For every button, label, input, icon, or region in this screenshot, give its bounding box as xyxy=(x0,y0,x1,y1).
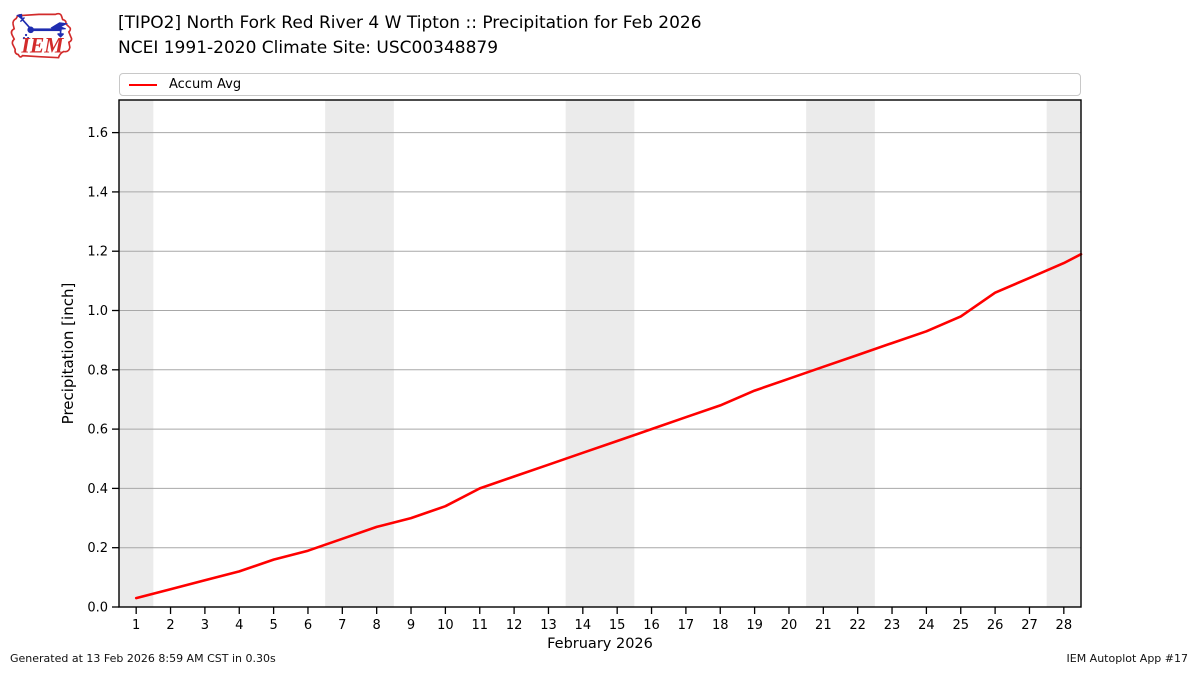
x-tick-label: 20 xyxy=(781,618,798,633)
x-tick-label: 17 xyxy=(678,618,695,633)
chart-title: [TIPO2] North Fork Red River 4 W Tipton … xyxy=(118,13,702,33)
x-tick-label: 3 xyxy=(201,618,209,633)
x-tick-label: 25 xyxy=(952,618,969,633)
x-tick-label: 10 xyxy=(437,618,454,633)
legend: Accum Avg xyxy=(119,73,1081,96)
x-tick-label: 11 xyxy=(471,618,488,633)
x-tick-label: 7 xyxy=(338,618,346,633)
generated-timestamp: Generated at 13 Feb 2026 8:59 AM CST in … xyxy=(10,652,276,665)
y-tick-label: 1.2 xyxy=(87,245,108,260)
x-tick-label: 16 xyxy=(643,618,660,633)
weekend-band xyxy=(565,100,635,607)
x-tick-label: 24 xyxy=(918,618,935,633)
x-tick-label: 8 xyxy=(373,618,381,633)
x-axis-label: February 2026 xyxy=(547,636,653,652)
weekend-band xyxy=(119,100,154,607)
iem-logo-text: IEM xyxy=(20,34,64,58)
x-tick-label: 27 xyxy=(1021,618,1038,633)
x-tick-label: 13 xyxy=(540,618,557,633)
x-tick-label: 5 xyxy=(269,618,277,633)
y-axis-label: Precipitation [inch] xyxy=(59,283,77,425)
legend-line-swatch xyxy=(129,83,157,86)
chart-title-block: [TIPO2] North Fork Red River 4 W Tipton … xyxy=(118,11,702,61)
x-tick-label: 4 xyxy=(235,618,243,633)
x-tick-label: 9 xyxy=(407,618,415,633)
x-tick-label: 23 xyxy=(884,618,901,633)
x-tick-label: 28 xyxy=(1056,618,1073,633)
y-tick-label: 0.0 xyxy=(87,601,108,616)
x-tick-label: 12 xyxy=(506,618,523,633)
legend-item-accum-avg: Accum Avg xyxy=(169,77,242,92)
y-tick-label: 1.4 xyxy=(87,185,108,200)
x-tick-label: 1 xyxy=(132,618,140,633)
y-tick-label: 0.4 xyxy=(87,482,108,497)
x-tick-label: 21 xyxy=(815,618,832,633)
y-tick-label: 0.8 xyxy=(87,363,108,378)
app-credit: IEM Autoplot App #17 xyxy=(1066,652,1189,665)
plot-border xyxy=(118,99,1082,608)
x-tick-label: 19 xyxy=(746,618,763,633)
x-tick-label: 6 xyxy=(304,618,312,633)
y-tick-label: 0.6 xyxy=(87,423,108,438)
x-tick-label: 14 xyxy=(575,618,592,633)
x-tick-label: 22 xyxy=(849,618,866,633)
x-tick-label: 15 xyxy=(609,618,626,633)
series-accum-avg xyxy=(134,252,1083,600)
x-tick-label: 26 xyxy=(987,618,1004,633)
y-tick-label: 0.2 xyxy=(87,541,108,556)
weekend-band xyxy=(1046,100,1081,607)
y-tick-label: 1.0 xyxy=(87,304,108,319)
x-tick-label: 2 xyxy=(166,618,174,633)
weather-vane-glyph xyxy=(16,13,69,40)
chart-subtitle: NCEI 1991-2020 Climate Site: USC00348879 xyxy=(118,38,499,58)
y-tick-label: 1.6 xyxy=(87,126,108,141)
iem-logo-icon: IEM xyxy=(10,12,73,59)
x-tick-label: 18 xyxy=(712,618,729,633)
weekend-band xyxy=(325,100,394,607)
